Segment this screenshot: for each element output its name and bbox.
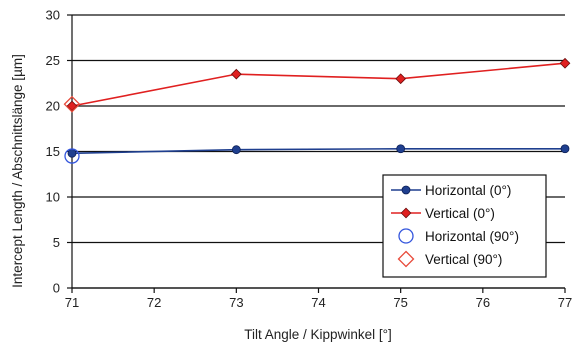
data-point	[559, 57, 571, 69]
y-tick-label: 0	[53, 281, 60, 296]
x-tick-label: 74	[311, 295, 325, 310]
series-1	[66, 57, 571, 112]
x-tick-label: 75	[393, 295, 407, 310]
y-tick-label: 30	[46, 8, 60, 23]
y-tick-label: 25	[46, 53, 60, 68]
data-point	[67, 148, 77, 158]
legend-label: Horizontal (0°)	[425, 183, 511, 198]
data-point	[66, 100, 78, 112]
legend-label: Vertical (90°)	[425, 252, 502, 267]
data-point	[396, 144, 406, 154]
data-point	[231, 145, 241, 155]
x-tick-label: 71	[65, 295, 79, 310]
legend-box	[382, 174, 547, 278]
y-tick-label: 15	[46, 144, 60, 159]
data-point	[560, 144, 570, 154]
data-point	[63, 95, 81, 113]
y-tick-label: 10	[46, 190, 60, 205]
series-line	[71, 62, 566, 107]
data-point	[230, 68, 242, 80]
x-axis-title: Tilt Angle / Kippwinkel [°]	[244, 327, 391, 342]
legend-marker	[401, 185, 411, 195]
y-tick-labels: 0 5 10 15 20 25 30	[46, 8, 60, 296]
series-line	[71, 147, 565, 155]
legend-marker	[400, 207, 412, 219]
series-0	[67, 144, 570, 158]
x-tick-label: 72	[147, 295, 161, 310]
series-3	[63, 95, 81, 113]
legend: Horizontal (0°) Vertical (0°) Horizontal (…	[382, 174, 547, 278]
data-point	[395, 73, 407, 85]
legend-marker	[398, 228, 414, 244]
legend-label: Vertical (0°)	[425, 206, 495, 221]
x-tick-label: 76	[476, 295, 490, 310]
plot-area	[63, 57, 571, 164]
series-2	[64, 148, 80, 164]
y-axis-title: Intercept Length / Abschnittslänge [µm]	[10, 54, 25, 288]
y-tick-label: 20	[46, 99, 60, 114]
legend-marker	[397, 250, 415, 268]
y-tick-label: 5	[53, 235, 60, 250]
data-point	[64, 148, 80, 164]
x-tick-label: 77	[558, 295, 572, 310]
legend-label: Horizontal (90°)	[425, 229, 519, 244]
x-tick-labels: 71 72 73 74 75 76 77	[65, 295, 572, 310]
x-tick-label: 73	[229, 295, 243, 310]
